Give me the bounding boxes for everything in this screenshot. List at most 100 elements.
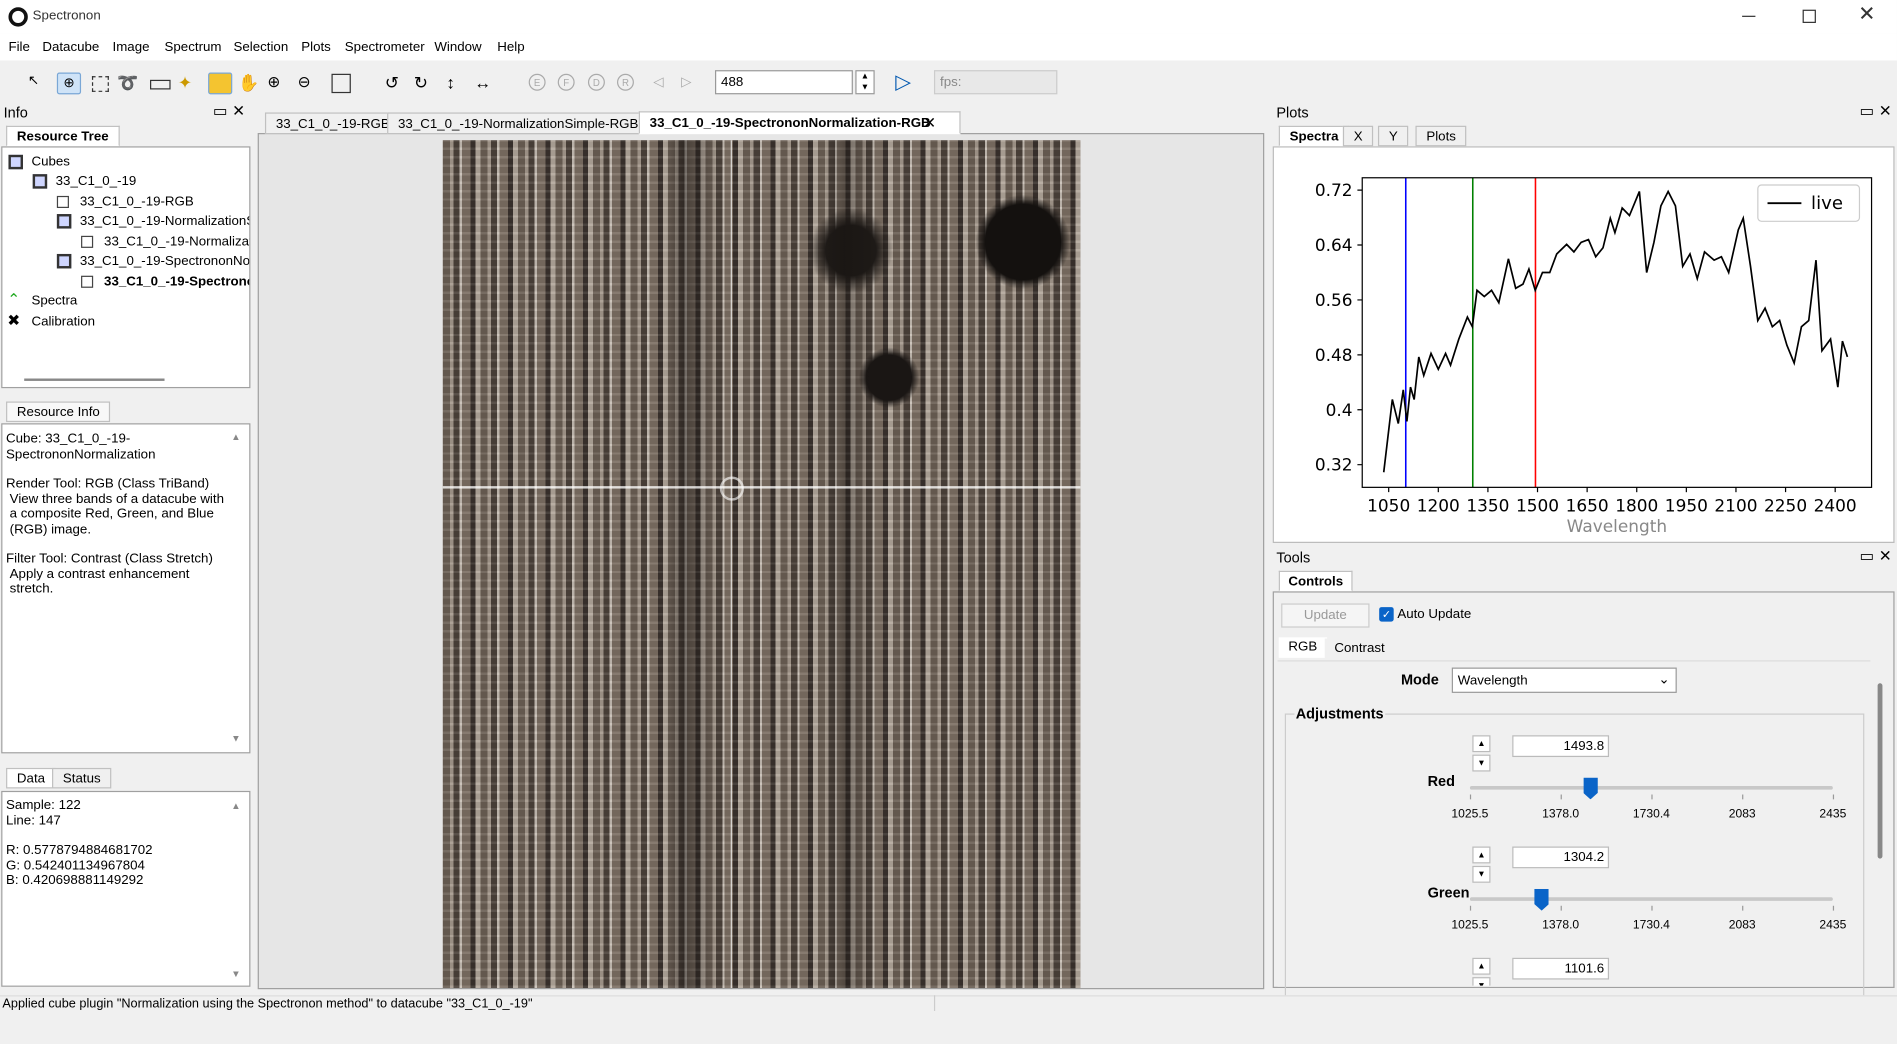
close[interactable]: ✕ [1858,2,1876,26]
panel-buttons[interactable]: ▭ ✕ [1859,546,1892,565]
menu-item[interactable]: Datacube [42,39,100,55]
spin-up[interactable]: ▲ [1472,735,1491,753]
menu-item[interactable]: Window [434,39,482,55]
tool-crosshair[interactable]: ⊕ [56,72,82,95]
slider-tick-label: 2083 [1728,807,1756,822]
tab[interactable]: Resource Tree [6,125,120,147]
series-line [1382,189,1849,473]
value-input[interactable]: 1493.8 [1512,735,1610,758]
tree-item[interactable]: Calibration [31,314,96,329]
toolbar-button[interactable]: R [616,73,634,91]
tool-select[interactable] [208,72,233,95]
tab[interactable]: Data [6,767,56,789]
x-tick-label: 1200 [1417,496,1460,516]
scrollbar[interactable] [24,378,165,381]
tree-item[interactable]: 33_C1_0_-19 [55,174,137,189]
tool-flip-v[interactable]: ↕ [446,72,455,92]
spin-down[interactable]: ▼ [1472,865,1491,883]
mode-value: Wavelength [1457,673,1528,689]
tool-pan[interactable]: ✋ [238,72,260,92]
tab[interactable]: 33_C1_0_-19-SpectrononNormalization-RGB [638,111,961,135]
tab[interactable]: Controls [1278,570,1353,592]
y-tick-label: 0.72 [1315,180,1353,200]
legend-label: live [1811,193,1843,214]
tool-lasso[interactable]: ➰ [117,72,139,92]
tree-item[interactable]: Cubes [31,154,70,170]
tree-icon: ✖ [7,310,21,329]
tool-rotate-right[interactable]: ↻ [413,72,428,92]
tab[interactable]: RGB [1278,637,1327,658]
prev-band[interactable]: ◁ [653,74,664,90]
tab[interactable]: Plots [1415,125,1467,147]
menu-item[interactable]: File [8,39,30,55]
slider-tick [1832,905,1835,911]
menu-item[interactable]: Spectrometer [344,39,425,55]
tool-fit[interactable] [329,73,353,95]
slider-handle[interactable] [1534,888,1549,911]
menu-item[interactable]: Spectrum [164,39,222,55]
tool-rotate-left[interactable]: ↺ [384,72,399,92]
channel-controls: ▲ ▼ 1493.8 Red 1025.5 1378.0 1730.4 2083 2435 ▲ ▼ 1… [1428,735,1846,986]
toolbar-button[interactable]: F [557,73,575,91]
spin-up[interactable]: ▲ [1472,957,1491,975]
menu-item[interactable]: Plots [301,39,331,55]
band-spinner[interactable]: ▲ ▼ [855,70,875,95]
data-panel: Sample: 122 Line: 147 R: 0.577879488468170… [1,790,251,987]
tab[interactable]: X [1342,125,1374,147]
spin-down[interactable]: ▼ [1472,754,1491,772]
tool-pointer[interactable]: ↖ [27,73,39,89]
tree-item[interactable]: 33_C1_0_-19-Spectronon [104,274,251,290]
menu-item[interactable]: Selection [233,39,289,55]
scrollbar[interactable] [1877,683,1883,859]
slider-tick-label: 1730.4 [1632,1030,1670,1044]
auto-update-checkbox[interactable]: ✓ [1379,607,1394,622]
tool-rect[interactable] [88,73,112,95]
tree-item[interactable]: 33_C1_0_-19-RGB [79,194,194,210]
tree-icon [56,195,69,208]
update-button[interactable]: Update [1281,603,1370,628]
tab[interactable]: Status [52,767,112,789]
scroll-arrows[interactable]: ▲ ▼ [231,431,241,744]
value-input[interactable]: 1304.2 [1512,846,1610,869]
tool-zoom-out[interactable]: ⊖ [297,72,311,91]
panel-buttons[interactable]: ▭ ✕ [212,101,246,120]
play[interactable]: ▷ [895,70,912,94]
slider-tick [1560,905,1562,911]
tool-flip-h[interactable]: ↔ [474,72,492,92]
tab[interactable]: 33_C1_0_-19-RGB [264,112,401,135]
maximize[interactable] [1802,9,1816,23]
menu-item[interactable]: Help [497,39,525,55]
scroll-arrows[interactable]: ▲ ▼ [231,800,241,980]
tab[interactable]: 33_C1_0_-19-NormalizationSimple-RGB [387,112,650,135]
tree-item[interactable]: 33_C1_0_-19-NormalizationSimp [79,214,249,229]
tree-item[interactable]: Spectra [31,293,78,309]
tab[interactable]: Resource Info [6,401,111,423]
menu-item[interactable]: Image [112,39,150,55]
tree-item[interactable]: 33_C1_0_-19-Normalization [104,234,250,250]
tool-ruler[interactable] [148,73,172,95]
slider-tick-label: 1025.5 [1451,807,1489,822]
tab[interactable]: Spectra [1278,125,1350,147]
tool-zoom-in[interactable]: ⊕ [267,72,281,91]
title-bar [0,0,1897,34]
band-input[interactable]: 488 [714,70,853,95]
value-input[interactable]: 1101.6 [1512,957,1610,980]
tree-icon [81,275,94,288]
tool-wand[interactable]: ✦ [177,72,193,92]
spin-down[interactable]: ▼ [1472,977,1491,986]
y-tick-label: 0.32 [1315,455,1353,475]
panel-buttons[interactable]: ▭ ✕ [1859,101,1892,120]
tab-close[interactable]: ✕ [923,113,937,132]
resource-tree: Cubes 33_C1_0_-19 33_C1_0_-19-RGB 33_C1_… [1,146,251,389]
mode-select[interactable]: Wavelength ⌄ [1451,667,1677,693]
toolbar-button[interactable]: D [587,73,605,91]
minimize[interactable] [1742,15,1756,17]
hyperspectral-image[interactable] [442,140,1081,988]
toolbar-button[interactable]: E [528,73,546,91]
slider-handle[interactable] [1583,777,1598,800]
tab[interactable]: Contrast [1324,638,1395,660]
next-band[interactable]: ▷ [681,74,692,90]
tab[interactable]: Y [1377,125,1409,147]
spin-up[interactable]: ▲ [1472,846,1491,864]
tree-item[interactable]: 33_C1_0_-19-SpectrononNorma [79,253,251,269]
